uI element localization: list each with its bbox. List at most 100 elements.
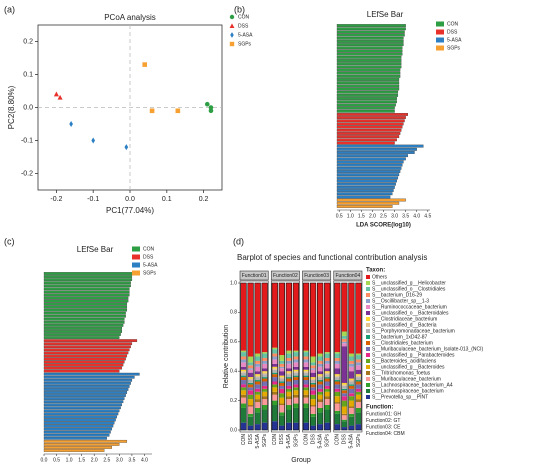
bar-segment — [247, 369, 254, 373]
bar-segment — [324, 368, 331, 372]
bar — [43, 381, 131, 385]
bar-segment — [317, 388, 323, 392]
bar-segment — [310, 425, 316, 430]
bar-segment — [247, 387, 254, 391]
bar — [43, 284, 131, 288]
bar-segment — [247, 377, 254, 379]
bar — [336, 201, 400, 205]
bar — [43, 339, 138, 343]
legend-label: S__Oscillibacter_sp__1-3 — [372, 298, 429, 304]
legend-label: S__unclassified_g__Helicobacter — [372, 280, 446, 286]
bar-segment — [324, 363, 331, 369]
bar-segment — [303, 407, 309, 423]
bar-segment — [334, 424, 341, 430]
legend-label: S__unclassified_g__Bacteroides — [372, 364, 445, 370]
bar-segment — [254, 375, 261, 378]
bar-segment — [348, 283, 355, 354]
bar-segment — [334, 384, 341, 389]
bar — [43, 348, 130, 352]
bar — [43, 412, 119, 416]
bar-segment — [247, 380, 254, 383]
bar-segment — [271, 381, 278, 385]
bar-segment — [254, 366, 261, 372]
bar — [336, 43, 404, 47]
bar — [43, 320, 125, 324]
bar-segment — [334, 375, 341, 378]
bar — [43, 293, 130, 297]
point — [208, 105, 214, 110]
bar-segment — [317, 402, 323, 408]
bar — [43, 324, 124, 327]
bar-segment — [286, 409, 292, 423]
bar-segment — [334, 377, 341, 381]
bar — [336, 185, 395, 189]
y-tick-label: -0.1 — [21, 137, 33, 144]
bar-segment — [317, 377, 323, 381]
bar-segment — [317, 424, 323, 430]
y-axis-label: PC2(8.80%) — [7, 85, 16, 129]
bar-segment — [271, 349, 278, 354]
bar-segment — [261, 378, 268, 382]
notes-title: Function: — [366, 405, 393, 411]
bar-segment — [240, 375, 247, 378]
bar-segment — [240, 350, 247, 353]
bar-segment — [348, 371, 355, 379]
bar-segment — [261, 388, 268, 392]
bar-segment — [247, 406, 254, 414]
bar-segment — [247, 356, 254, 363]
bar-segment — [254, 399, 261, 403]
legend-swatch — [366, 353, 370, 357]
bar-segment — [341, 341, 348, 344]
x-tick-label: SGPs — [325, 434, 331, 448]
bar-segment — [317, 366, 323, 372]
bar-segment — [334, 283, 341, 353]
bar-segment — [254, 371, 261, 375]
bar-segment — [293, 403, 299, 408]
bar-segment — [271, 400, 278, 406]
chart-title: LEfSe Bar — [77, 245, 114, 254]
bar-segment — [334, 391, 341, 397]
bar — [43, 278, 133, 281]
x-tick-label: 5-ASA — [349, 433, 355, 448]
bar-segment — [254, 412, 261, 425]
bar — [336, 119, 405, 123]
bar-segment — [341, 400, 348, 407]
bar — [43, 385, 130, 388]
bar-segment — [293, 375, 299, 378]
bar-segment — [324, 391, 331, 397]
bar-segment — [261, 368, 268, 372]
legend-swatch — [132, 270, 140, 276]
bar-segment — [279, 385, 285, 389]
bar-segment — [348, 360, 355, 364]
legend-swatch — [366, 383, 370, 387]
x-tick-label: 2.0 — [91, 457, 98, 463]
bar-segment — [348, 406, 355, 408]
bar-segment — [310, 390, 316, 395]
legend-swatch — [366, 275, 370, 279]
bar-segment — [240, 397, 247, 404]
bar-segment — [254, 283, 261, 354]
bar-segment — [247, 362, 254, 366]
bar-segment — [317, 394, 323, 400]
facet-label: Function02 — [273, 273, 298, 279]
bar-segment — [341, 388, 348, 391]
bar-segment — [317, 356, 323, 361]
facet-strip — [333, 270, 363, 281]
bar-segment — [279, 283, 285, 356]
x-axis-label: LDA SCORE(log10) — [356, 223, 411, 229]
bar-segment — [334, 410, 341, 414]
bar-segment — [254, 424, 261, 430]
bar-segment — [254, 374, 261, 376]
bar-segment — [355, 402, 362, 408]
point — [124, 144, 129, 151]
bar — [43, 391, 128, 394]
bar-segment — [341, 338, 348, 342]
x-tick-label: -0.2 — [50, 196, 62, 203]
bar-segment — [334, 396, 341, 403]
legend-label: S__Porphyromonadaceae_bacterium — [372, 328, 455, 334]
x-tick-label: 3.0 — [391, 213, 398, 219]
bar-segment — [254, 402, 261, 408]
bar-segment — [293, 390, 299, 395]
bar-segment — [324, 409, 331, 423]
bar — [43, 446, 112, 449]
